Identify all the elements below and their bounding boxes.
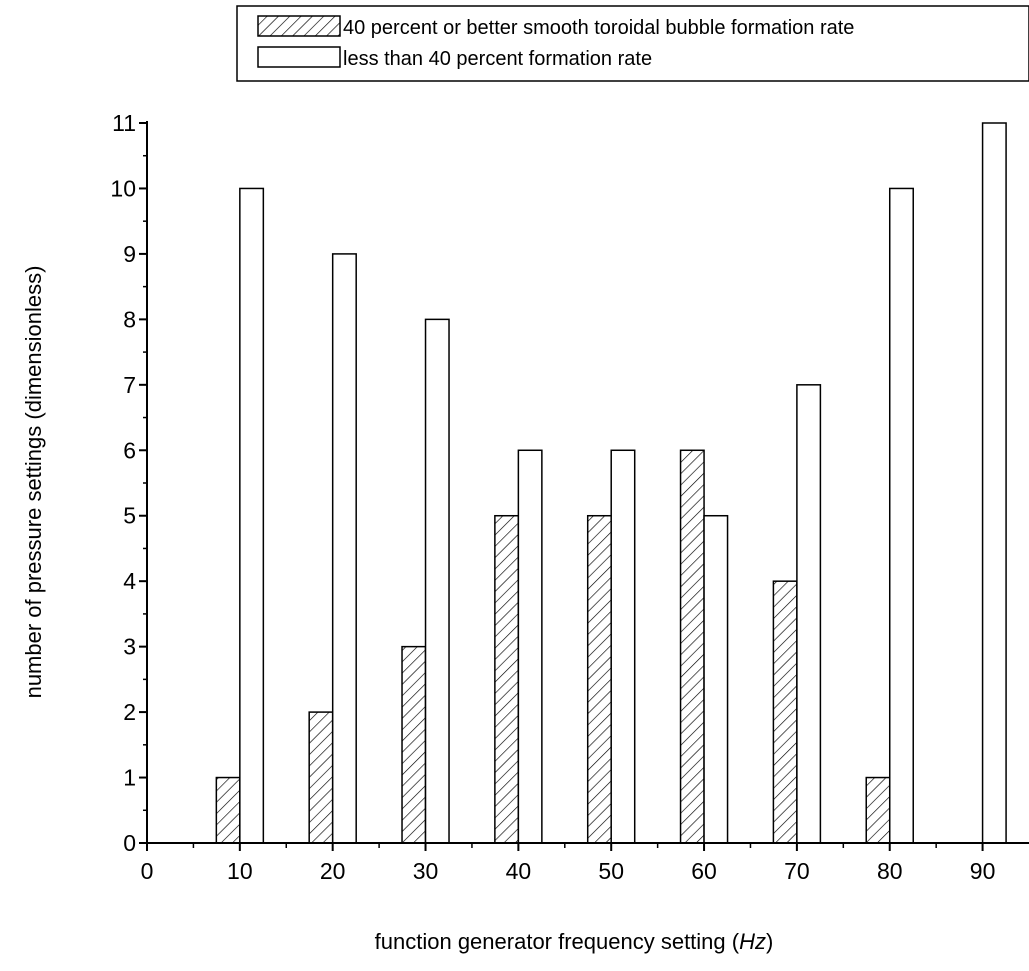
y-tick-label-8: 8 <box>123 306 136 332</box>
bar-open-50 <box>610 449 636 844</box>
y-tick-label-7: 7 <box>123 372 136 398</box>
y-tick-label-3: 3 <box>123 634 136 660</box>
legend-label-series-1: 40 percent or better smooth toroidal bub… <box>343 17 854 39</box>
bar-open-10 <box>239 187 265 844</box>
x-tick-label-50: 50 <box>598 858 624 884</box>
bar-hatched-10 <box>215 776 241 844</box>
bar-hatched-20 <box>308 711 334 844</box>
y-tick-label-4: 4 <box>123 568 136 594</box>
x-tick-label-60: 60 <box>691 858 717 884</box>
bar-hatched-80 <box>865 776 891 844</box>
bar-open-40 <box>517 449 543 844</box>
y-tick-label-1: 1 <box>123 765 136 791</box>
legend-label-series-2: less than 40 percent formation rate <box>343 48 652 70</box>
axes-group: 0 1 2 3 4 5 6 7 8 9 10 11 0 10 20 30 40 50 60 70 80 90 <box>110 110 1029 884</box>
x-axis-title-unit: Hz <box>739 929 766 954</box>
bar-hatched-30 <box>401 645 427 844</box>
bar-open-30 <box>424 318 450 844</box>
x-axis-title-suffix: ) <box>766 929 773 954</box>
x-tick-label-20: 20 <box>320 858 346 884</box>
y-tick-label-0: 0 <box>123 830 136 856</box>
y-axis-title: number of pressure settings (dimensionle… <box>21 266 46 699</box>
legend-box <box>236 5 1029 82</box>
y-tick-label-10: 10 <box>110 175 136 201</box>
x-tick-label-30: 30 <box>413 858 439 884</box>
y-tick-label-6: 6 <box>123 437 136 463</box>
y-tick-label-5: 5 <box>123 503 136 529</box>
bar-hatched-50 <box>586 514 612 844</box>
y-tick-label-2: 2 <box>123 699 136 725</box>
bar-open-80 <box>888 187 914 844</box>
x-tick-label-70: 70 <box>784 858 810 884</box>
bars-group <box>215 122 1007 844</box>
legend: 40 percent or better smooth toroidal bub… <box>236 5 1029 82</box>
legend-swatch-open <box>257 46 341 68</box>
x-tick-label-10: 10 <box>227 858 253 884</box>
legend-swatch-hatched <box>257 15 341 37</box>
x-tick-label-90: 90 <box>970 858 996 884</box>
bar-open-60 <box>703 514 729 844</box>
x-tick-label-80: 80 <box>877 858 903 884</box>
y-tick-label-11: 11 <box>112 110 136 136</box>
bar-open-70 <box>796 384 822 844</box>
x-tick-label-0: 0 <box>141 858 154 884</box>
x-tick-label-40: 40 <box>506 858 532 884</box>
bar-open-90 <box>981 122 1007 844</box>
bar-hatched-70 <box>772 580 798 844</box>
x-axis-title-prefix: function generator frequency setting ( <box>375 929 740 954</box>
bar-open-20 <box>331 253 357 844</box>
bar-hatched-60 <box>679 449 705 844</box>
y-tick-label-9: 9 <box>123 241 136 267</box>
x-axis-title: function generator frequency setting (Hz… <box>375 929 774 954</box>
bar-hatched-40 <box>494 514 520 844</box>
